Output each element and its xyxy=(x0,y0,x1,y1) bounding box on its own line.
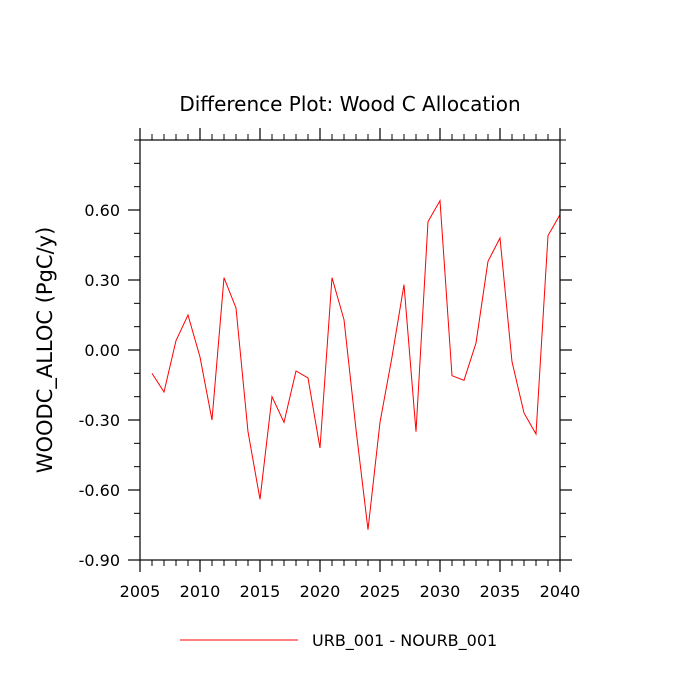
x-tick-label: 2005 xyxy=(120,582,161,601)
plot-frame xyxy=(139,139,561,561)
chart-title: Difference Plot: Wood C Allocation xyxy=(179,92,520,116)
x-tick-label: 2040 xyxy=(540,582,581,601)
x-tick-labels: 2005 2010 2015 2020 2025 2030 2035 2040 xyxy=(120,582,581,601)
x-tick-label: 2010 xyxy=(180,582,221,601)
legend-label: URB_001 - NOURB_001 xyxy=(312,631,497,651)
y-axis-label: WOODC_ALLOC (PgC/y) xyxy=(33,227,58,474)
x-tick-label: 2025 xyxy=(360,582,401,601)
minor-ticks xyxy=(134,134,566,566)
y-tick-label: -0.30 xyxy=(79,411,120,430)
y-tick-label: 0.60 xyxy=(84,201,120,220)
series-group xyxy=(151,198,561,530)
y-tick-label: 0.00 xyxy=(84,341,120,360)
y-tick-labels: -0.90 -0.60 -0.30 0.00 0.30 0.60 xyxy=(79,201,120,570)
series-line xyxy=(151,198,561,530)
major-ticks xyxy=(128,128,572,572)
x-tick-label: 2035 xyxy=(480,582,521,601)
y-tick-label: 0.30 xyxy=(84,271,120,290)
x-tick-label: 2015 xyxy=(240,582,281,601)
x-tick-label: 2020 xyxy=(300,582,341,601)
y-tick-label: -0.90 xyxy=(79,551,120,570)
legend: URB_001 - NOURB_001 xyxy=(180,631,497,651)
x-tick-label: 2030 xyxy=(420,582,461,601)
y-tick-label: -0.60 xyxy=(79,481,120,500)
